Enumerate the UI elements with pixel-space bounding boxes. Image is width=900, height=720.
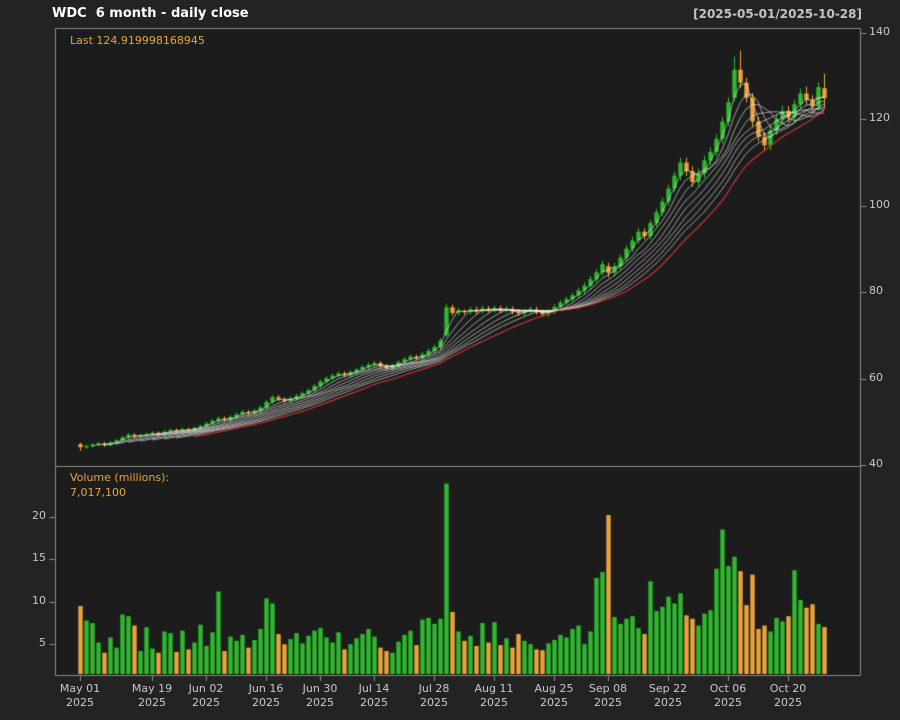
x-axis-tick-label: Oct 06 2025 xyxy=(709,682,747,709)
x-axis-tick-label: Jun 02 2025 xyxy=(188,682,224,709)
x-axis-tick-label: Sep 08 2025 xyxy=(588,682,628,709)
volume-title-label: Volume (millions): xyxy=(70,471,170,484)
x-axis-tick-label: May 01 2025 xyxy=(59,682,101,709)
last-price-label: Last 124.919998168945 xyxy=(70,34,205,47)
volume-axis-tick-label: 15 xyxy=(32,551,46,565)
x-axis-tick-label: Aug 11 2025 xyxy=(474,682,514,709)
x-axis-tick-label: Sep 22 2025 xyxy=(648,682,688,709)
x-axis-tick-label: Oct 20 2025 xyxy=(769,682,807,709)
x-axis-tick-label: Jun 30 2025 xyxy=(302,682,338,709)
volume-value-label: 7,017,100 xyxy=(70,486,126,499)
x-axis-tick-label: Jun 16 2025 xyxy=(248,682,284,709)
price-axis-tick-label: 100 xyxy=(869,197,890,211)
volume-axis-tick-label: 5 xyxy=(39,636,46,650)
price-axis-tick-label: 120 xyxy=(869,111,890,125)
price-axis-tick-label: 80 xyxy=(869,284,883,298)
volume-axis-tick-label: 20 xyxy=(32,508,46,522)
date-range-label: [2025-05-01/2025-10-28] xyxy=(693,7,862,21)
volume-axis-tick-label: 10 xyxy=(32,593,46,607)
chart-title: WDC 6 month - daily close xyxy=(52,6,249,21)
price-axis-tick-label: 40 xyxy=(869,457,883,470)
x-axis-tick-label: May 19 2025 xyxy=(131,682,173,709)
x-axis-tick-label: Aug 25 2025 xyxy=(534,682,574,709)
price-axis-tick-label: 60 xyxy=(869,370,883,384)
x-axis-tick-label: Jul 14 2025 xyxy=(358,682,390,709)
price-axis-tick-label: 140 xyxy=(869,25,890,38)
x-axis-tick-label: Jul 28 2025 xyxy=(418,682,450,709)
